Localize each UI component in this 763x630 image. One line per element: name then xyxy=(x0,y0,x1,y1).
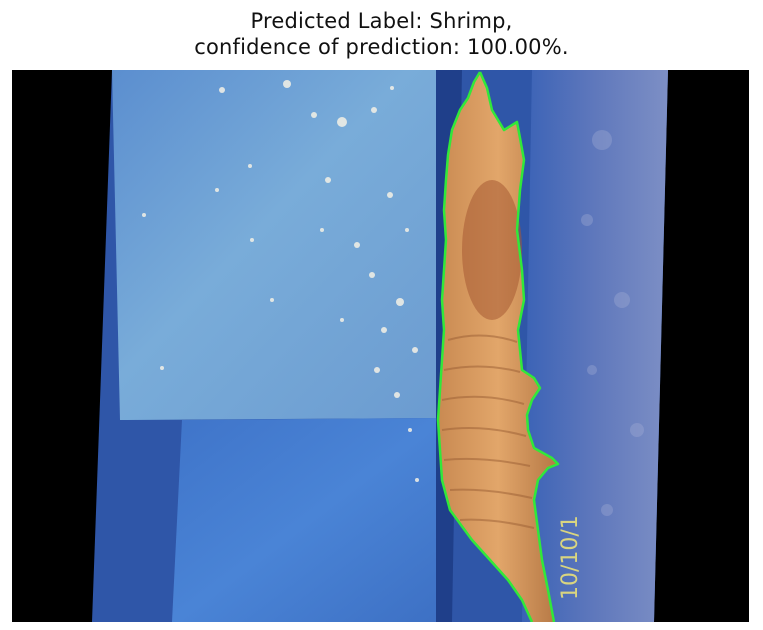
title-confidence: confidence of prediction: 100.00%. xyxy=(194,35,569,59)
handwritten-marking: 10/10/1 xyxy=(558,515,583,600)
right-board xyxy=(522,70,668,622)
figure-title: Predicted Label: Shrimp, confidence of p… xyxy=(0,8,763,60)
surface-specks xyxy=(142,80,419,482)
prediction-image: 10/10/1 xyxy=(12,70,749,622)
shrimp-head-shade xyxy=(462,180,522,320)
lower-board xyxy=(172,418,442,622)
upper-board xyxy=(112,70,442,420)
right-board-texture xyxy=(581,130,644,516)
title-predicted-label: Predicted Label: Shrimp, xyxy=(250,9,513,33)
segmentation-outline xyxy=(436,71,560,622)
shrimp-segments xyxy=(441,334,535,529)
svg-text:10/10/1: 10/10/1 xyxy=(558,515,583,600)
bottom-margin xyxy=(0,622,763,630)
image-canvas: 10/10/1 xyxy=(12,70,749,622)
